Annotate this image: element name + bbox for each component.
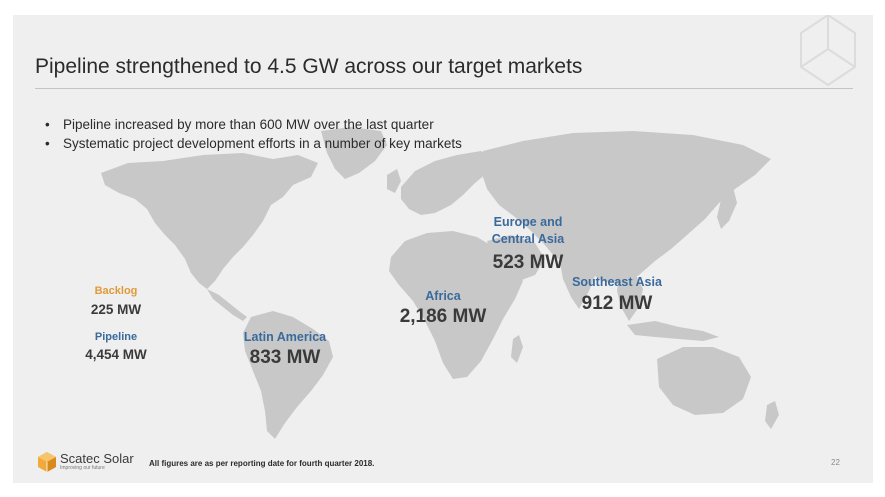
north-america-landmass (101, 153, 318, 289)
slide: Pipeline strengthened to 4.5 GW across o… (13, 15, 873, 483)
central-america-landmass (207, 289, 247, 321)
southeast-asia-label: Southeast Asia (572, 275, 662, 289)
bullet-item: Pipeline increased by more than 600 MW o… (41, 115, 462, 134)
pipeline-value: 4,454 MW (85, 347, 147, 362)
corner-decoration (800, 15, 856, 87)
latin-america-value: 833 MW (249, 347, 321, 368)
europe-central-asia-value: 523 MW (492, 252, 564, 273)
title-divider (35, 88, 853, 89)
pipeline-label: Pipeline (94, 331, 138, 343)
southeast-asia-value: 912 MW (581, 293, 653, 314)
africa-value: 2,186 MW (399, 306, 487, 327)
indochina-landmass (617, 273, 643, 321)
africa-label: Africa (425, 289, 461, 303)
bullet-item: Systematic project development efforts i… (41, 134, 462, 153)
middle-east-landmass (487, 235, 545, 281)
backlog-value: 225 MW (90, 302, 142, 317)
logo-tagline: Improving our future (60, 465, 105, 471)
europe-landmass (401, 151, 493, 215)
bullet-list: Pipeline increased by more than 600 MW o… (41, 115, 462, 153)
asia-landmass (481, 131, 771, 285)
logo-name: Scatec Solar (60, 451, 134, 466)
footnote: All figures are as per reporting date fo… (149, 459, 375, 468)
europe-central-asia-label: Europe and Central Asia (473, 214, 583, 248)
japan-landmass (717, 187, 737, 229)
uk-landmass (387, 169, 401, 193)
south-america-landmass (243, 311, 333, 439)
slide-title: Pipeline strengthened to 4.5 GW across o… (35, 55, 583, 78)
europe-label-line1: Europe and (493, 215, 563, 229)
india-peninsula (559, 257, 597, 309)
logo-cube-icon (38, 452, 56, 472)
madagascar-landmass (511, 335, 523, 363)
africa-landmass (389, 231, 523, 379)
backlog-label: Backlog (94, 285, 138, 297)
page-number: 22 (831, 458, 840, 467)
indonesia-landmass (627, 321, 719, 341)
australia-landmass (657, 347, 751, 415)
new-zealand-landmass (765, 401, 779, 429)
latin-america-label: Latin America (243, 330, 327, 344)
world-map (101, 127, 779, 439)
europe-label-line2: Central Asia (491, 232, 565, 246)
scatec-solar-logo: Scatec Solar Improving our future (37, 451, 134, 473)
